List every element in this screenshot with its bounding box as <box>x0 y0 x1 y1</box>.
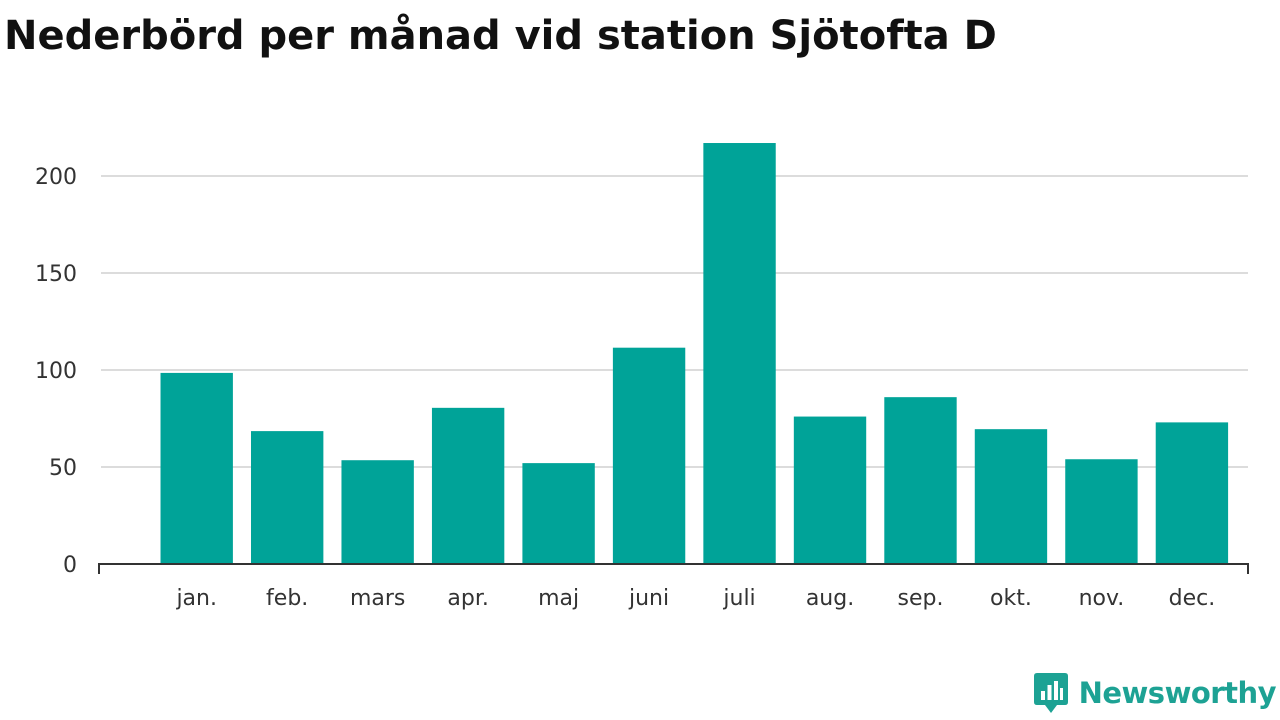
x-tick-label: sep. <box>898 586 944 611</box>
y-tick-label: 100 <box>35 359 77 384</box>
bars <box>160 143 1229 564</box>
x-tick-label: aug. <box>806 586 854 611</box>
x-tick-label: jan. <box>175 586 217 611</box>
x-tick-label: mars <box>350 586 405 611</box>
y-tick-label: 150 <box>35 262 77 287</box>
x-tick-label: juni <box>628 586 669 611</box>
y-tick-label: 50 <box>49 456 77 481</box>
bar-juni <box>612 347 686 564</box>
x-tick-label: juli <box>722 586 755 611</box>
newsworthy-logo: Newsworthy <box>1033 672 1277 714</box>
x-tick-label: okt. <box>990 586 1032 611</box>
x-tick-label: feb. <box>266 586 308 611</box>
y-axis-tick-labels: 0 50 100 150 200 <box>35 165 77 578</box>
brand-name: Newsworthy <box>1078 676 1277 710</box>
bar-feb <box>250 431 324 564</box>
y-tick-label: 0 <box>63 553 77 578</box>
bar-jan <box>160 372 233 564</box>
newsworthy-chart-icon <box>1033 673 1068 713</box>
x-tick-label: nov. <box>1079 586 1125 611</box>
y-tick-label: 200 <box>35 165 77 190</box>
x-tick-label: maj <box>538 586 579 611</box>
x-tick-label: apr. <box>447 586 488 611</box>
bar-sep <box>884 397 957 564</box>
bar-juli <box>703 143 776 564</box>
bar-maj <box>522 463 595 564</box>
x-tick-label: dec. <box>1169 586 1216 611</box>
x-axis-tick-labels: jan. feb. mars apr. maj juni juli aug. sep. okt. n… <box>175 586 1215 611</box>
bar-okt <box>974 429 1048 564</box>
bar-mars <box>341 460 414 564</box>
bar-dec <box>1155 422 1229 564</box>
bar-apr <box>431 407 505 564</box>
chart-title: Nederbörd per månad vid station Sjötofta… <box>4 13 997 59</box>
x-axis <box>98 563 1249 574</box>
bar-aug <box>793 416 867 564</box>
bar-nov <box>1065 459 1138 564</box>
